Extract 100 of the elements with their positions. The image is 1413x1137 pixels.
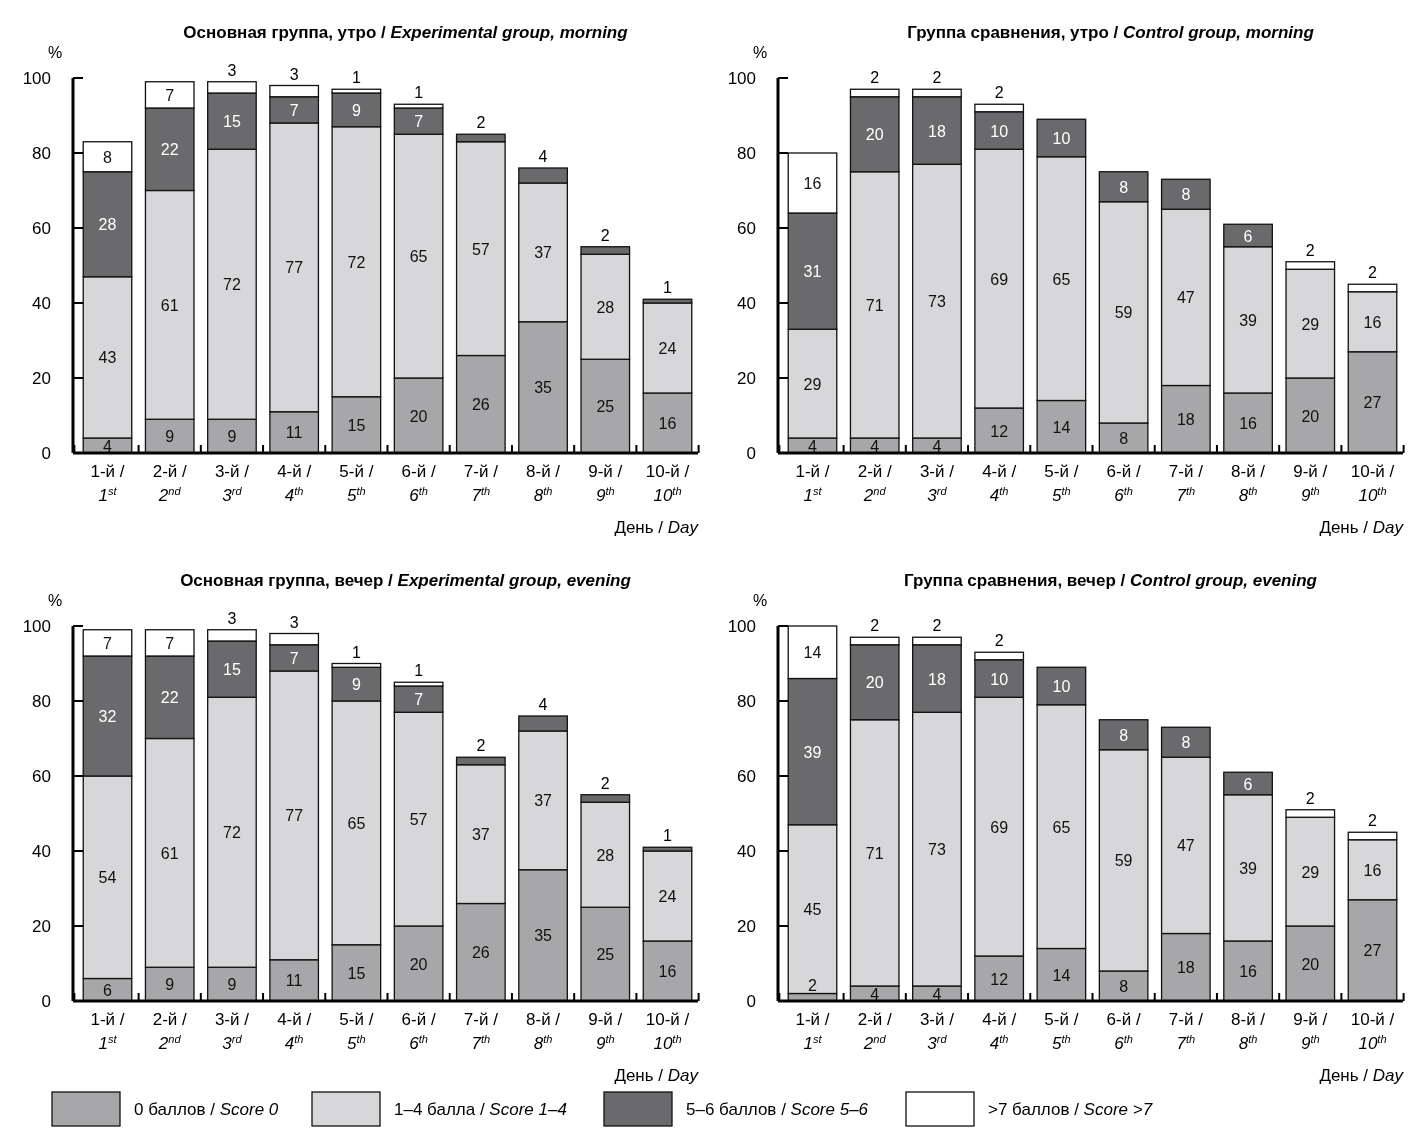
data-label: 65 [409, 248, 428, 266]
data-label: 6 [103, 981, 113, 999]
data-label: 72 [223, 824, 241, 842]
data-label: 32 [98, 708, 117, 725]
data-label: 2 [994, 632, 1004, 650]
y-tick-label: 0 [746, 444, 756, 463]
x-tick-label: 4-й / 4$^{th}$ [982, 1010, 1017, 1053]
data-label: 45 [803, 901, 822, 919]
data-label: 37 [471, 826, 490, 844]
y-axis-title: % [752, 592, 768, 609]
data-label: 20 [865, 674, 884, 692]
data-label: 20 [409, 407, 428, 425]
data-label: 65 [1052, 818, 1071, 836]
data-label: 77 [285, 807, 304, 825]
data-label: 29 [803, 375, 822, 393]
data-label: 10 [990, 670, 1009, 688]
data-label: 2 [1305, 241, 1315, 259]
x-tick-label: 9-й / 9$^{th}$ [588, 1010, 623, 1053]
y-tick-label: 100 [22, 617, 51, 636]
data-label: 26 [471, 396, 490, 414]
data-label: 7 [165, 86, 175, 104]
x-tick-label: 2-й / 2$^{nd}$ [857, 462, 893, 505]
data-label: 3 [227, 61, 237, 79]
y-tick-label: 40 [737, 842, 756, 861]
data-label: 47 [1176, 289, 1195, 307]
legend-label: 0 баллов / Score 0 [134, 1100, 279, 1119]
x-tick-label: 1-й / 1$^{st}$ [90, 462, 125, 505]
data-label: 54 [98, 869, 117, 887]
x-tick-label: 6-й / 6$^{th}$ [1106, 462, 1141, 505]
data-label: 2 [808, 976, 818, 994]
legend-label: >7 баллов / Score >7 [988, 1100, 1153, 1119]
data-label: 20 [1301, 407, 1320, 425]
data-label: 1 [414, 662, 424, 680]
x-tick-label: 4-й / 4$^{th}$ [277, 1010, 312, 1053]
data-label: 24 [658, 888, 677, 905]
y-tick-label: 0 [746, 992, 756, 1011]
data-label: 15 [347, 964, 366, 982]
x-tick-label: 10-й / 10$^{th}$ [1350, 462, 1395, 505]
data-label: 18 [928, 670, 946, 688]
data-label: 28 [98, 216, 117, 234]
y-tick-label: 60 [32, 767, 51, 786]
data-label: 72 [347, 253, 366, 271]
data-label: 72 [223, 276, 241, 294]
y-tick-label: 40 [32, 842, 51, 861]
x-tick-label: 2-й / 2$^{nd}$ [857, 1010, 893, 1053]
data-label: 2 [932, 617, 942, 635]
data-label: 47 [1176, 837, 1195, 855]
data-label: 2 [1368, 264, 1378, 282]
data-label: 9 [351, 676, 361, 694]
data-label: 24 [658, 340, 677, 357]
y-tick-label: 60 [737, 767, 756, 786]
data-label: 2 [932, 69, 942, 87]
data-label: 73 [928, 841, 946, 859]
data-label: 39 [1239, 311, 1258, 329]
x-tick-label: 8-й / 8$^{th}$ [526, 462, 561, 505]
data-label: 6 [1243, 775, 1253, 793]
x-tick-label: 9-й / 9$^{th}$ [1293, 1010, 1328, 1053]
x-axis-title: День / Day [614, 1066, 700, 1085]
x-tick-label: 5-й / 5$^{th}$ [339, 1010, 374, 1053]
data-label: 65 [347, 814, 366, 832]
data-label: 9 [165, 976, 175, 994]
data-label: 7 [165, 634, 175, 652]
data-label: 20 [1301, 955, 1320, 973]
data-label: 4 [932, 985, 942, 1003]
x-tick-label: 8-й / 8$^{th}$ [526, 1010, 561, 1053]
chart-title: Основная группа, утро / Experimental group, morning [183, 23, 629, 42]
x-tick-label: 5-й / 5$^{th}$ [339, 462, 374, 505]
x-tick-label: 8-й / 8$^{th}$ [1231, 1010, 1266, 1053]
data-label: 43 [98, 349, 117, 367]
data-label: 61 [160, 296, 179, 314]
data-label: 16 [803, 175, 822, 192]
y-tick-label: 40 [32, 294, 51, 313]
x-tick-label: 3-й / 3$^{rd}$ [919, 462, 955, 505]
y-tick-label: 60 [737, 219, 756, 238]
data-label: 8 [1119, 178, 1129, 196]
data-label: 28 [596, 298, 615, 316]
data-label: 1 [414, 84, 424, 102]
x-tick-label: 2-й / 2$^{nd}$ [152, 462, 188, 505]
x-tick-label: 9-й / 9$^{th}$ [1293, 462, 1328, 505]
x-tick-label: 10-й / 10$^{th}$ [645, 1010, 690, 1053]
data-label: 28 [596, 846, 615, 864]
x-tick-label: 2-й / 2$^{nd}$ [152, 1010, 188, 1053]
data-label: 8 [1181, 186, 1191, 204]
y-tick-label: 20 [737, 369, 756, 388]
y-tick-label: 100 [22, 69, 51, 88]
data-label: 18 [1176, 959, 1195, 977]
data-label: 11 [285, 424, 303, 442]
data-label: 16 [1363, 861, 1382, 879]
data-label: 8 [1181, 734, 1191, 752]
data-label: 9 [165, 428, 175, 446]
data-label: 59 [1114, 852, 1133, 870]
data-label: 18 [1176, 411, 1195, 429]
x-tick-label: 3-й / 3$^{rd}$ [919, 1010, 955, 1053]
data-label: 15 [347, 416, 366, 434]
x-tick-label: 6-й / 6$^{th}$ [1106, 1010, 1141, 1053]
data-label: 2 [476, 737, 486, 755]
data-label: 6 [1243, 227, 1253, 245]
data-label: 25 [596, 398, 615, 416]
x-axis-title: День / Day [1319, 1066, 1405, 1085]
data-label: 4 [870, 437, 880, 455]
